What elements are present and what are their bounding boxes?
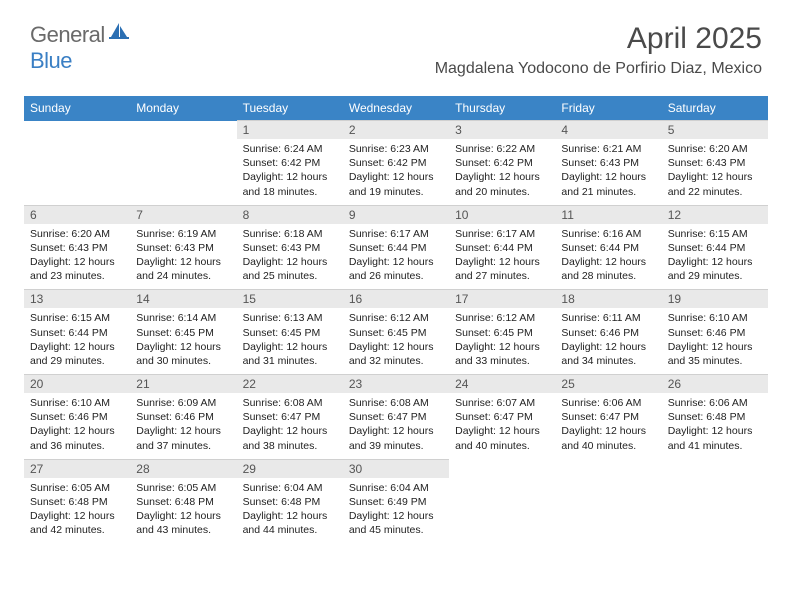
day-content-cell: Sunrise: 6:08 AMSunset: 6:47 PMDaylight:…	[343, 393, 449, 459]
day-content-cell: Sunrise: 6:22 AMSunset: 6:42 PMDaylight:…	[449, 139, 555, 205]
day-number-row: 6789101112	[24, 205, 768, 224]
day-content-cell: Sunrise: 6:06 AMSunset: 6:47 PMDaylight:…	[555, 393, 661, 459]
day-number-cell: 28	[130, 459, 236, 478]
day-number-cell: 2	[343, 121, 449, 140]
day-number-cell: 10	[449, 205, 555, 224]
day-number-row: 27282930	[24, 459, 768, 478]
day-content-cell	[662, 478, 768, 544]
weekday-header: Wednesday	[343, 96, 449, 121]
day-content-cell: Sunrise: 6:19 AMSunset: 6:43 PMDaylight:…	[130, 224, 236, 290]
day-number-cell: 18	[555, 290, 661, 309]
day-number-cell: 19	[662, 290, 768, 309]
day-content-cell: Sunrise: 6:04 AMSunset: 6:49 PMDaylight:…	[343, 478, 449, 544]
day-number-cell: 15	[237, 290, 343, 309]
day-number-cell: 7	[130, 205, 236, 224]
day-number-cell: 24	[449, 375, 555, 394]
day-content-cell: Sunrise: 6:14 AMSunset: 6:45 PMDaylight:…	[130, 308, 236, 374]
day-number-row: 20212223242526	[24, 375, 768, 394]
day-number-cell: 25	[555, 375, 661, 394]
day-number-cell: 23	[343, 375, 449, 394]
day-content-row: Sunrise: 6:20 AMSunset: 6:43 PMDaylight:…	[24, 224, 768, 290]
title-block: April 2025 Magdalena Yodocono de Porfiri…	[435, 22, 762, 78]
location-subtitle: Magdalena Yodocono de Porfirio Diaz, Mex…	[435, 60, 762, 78]
weekday-header: Monday	[130, 96, 236, 121]
day-number-cell: 22	[237, 375, 343, 394]
day-content-cell: Sunrise: 6:08 AMSunset: 6:47 PMDaylight:…	[237, 393, 343, 459]
day-content-cell: Sunrise: 6:11 AMSunset: 6:46 PMDaylight:…	[555, 308, 661, 374]
day-number-cell: 27	[24, 459, 130, 478]
day-content-cell: Sunrise: 6:24 AMSunset: 6:42 PMDaylight:…	[237, 139, 343, 205]
weekday-header-row: SundayMondayTuesdayWednesdayThursdayFrid…	[24, 96, 768, 121]
day-content-cell: Sunrise: 6:20 AMSunset: 6:43 PMDaylight:…	[662, 139, 768, 205]
weekday-header: Sunday	[24, 96, 130, 121]
day-content-cell: Sunrise: 6:18 AMSunset: 6:43 PMDaylight:…	[237, 224, 343, 290]
page-title: April 2025	[435, 22, 762, 56]
day-content-cell: Sunrise: 6:13 AMSunset: 6:45 PMDaylight:…	[237, 308, 343, 374]
day-number-cell: 17	[449, 290, 555, 309]
day-number-cell: 6	[24, 205, 130, 224]
day-number-cell	[130, 121, 236, 140]
day-number-cell	[449, 459, 555, 478]
day-content-cell: Sunrise: 6:07 AMSunset: 6:47 PMDaylight:…	[449, 393, 555, 459]
day-content-cell: Sunrise: 6:09 AMSunset: 6:46 PMDaylight:…	[130, 393, 236, 459]
day-number-cell: 13	[24, 290, 130, 309]
day-content-cell	[130, 139, 236, 205]
day-number-cell: 3	[449, 121, 555, 140]
day-content-cell: Sunrise: 6:16 AMSunset: 6:44 PMDaylight:…	[555, 224, 661, 290]
day-number-cell: 12	[662, 205, 768, 224]
day-number-cell: 16	[343, 290, 449, 309]
day-content-cell: Sunrise: 6:17 AMSunset: 6:44 PMDaylight:…	[343, 224, 449, 290]
header: General April 2025 Magdalena Yodocono de…	[0, 0, 792, 86]
day-number-cell: 5	[662, 121, 768, 140]
day-content-row: Sunrise: 6:05 AMSunset: 6:48 PMDaylight:…	[24, 478, 768, 544]
day-number-cell: 26	[662, 375, 768, 394]
logo: General	[30, 22, 131, 48]
day-number-row: 13141516171819	[24, 290, 768, 309]
day-number-cell: 9	[343, 205, 449, 224]
day-content-cell	[449, 478, 555, 544]
day-number-cell: 29	[237, 459, 343, 478]
logo-line2: Blue	[30, 48, 72, 74]
day-number-row: 12345	[24, 121, 768, 140]
day-content-cell: Sunrise: 6:15 AMSunset: 6:44 PMDaylight:…	[662, 224, 768, 290]
day-content-cell: Sunrise: 6:12 AMSunset: 6:45 PMDaylight:…	[343, 308, 449, 374]
day-number-cell: 30	[343, 459, 449, 478]
day-content-row: Sunrise: 6:10 AMSunset: 6:46 PMDaylight:…	[24, 393, 768, 459]
day-content-cell: Sunrise: 6:23 AMSunset: 6:42 PMDaylight:…	[343, 139, 449, 205]
day-number-cell: 8	[237, 205, 343, 224]
weekday-header: Saturday	[662, 96, 768, 121]
day-number-cell	[24, 121, 130, 140]
day-content-cell	[24, 139, 130, 205]
day-content-cell: Sunrise: 6:05 AMSunset: 6:48 PMDaylight:…	[24, 478, 130, 544]
day-content-cell: Sunrise: 6:05 AMSunset: 6:48 PMDaylight:…	[130, 478, 236, 544]
logo-text-general: General	[30, 22, 105, 48]
day-content-row: Sunrise: 6:15 AMSunset: 6:44 PMDaylight:…	[24, 308, 768, 374]
day-content-cell: Sunrise: 6:21 AMSunset: 6:43 PMDaylight:…	[555, 139, 661, 205]
day-content-cell: Sunrise: 6:10 AMSunset: 6:46 PMDaylight:…	[24, 393, 130, 459]
weekday-header: Thursday	[449, 96, 555, 121]
logo-text-blue: Blue	[30, 48, 72, 73]
day-number-cell: 1	[237, 121, 343, 140]
day-number-cell: 11	[555, 205, 661, 224]
weekday-header: Friday	[555, 96, 661, 121]
day-content-cell: Sunrise: 6:04 AMSunset: 6:48 PMDaylight:…	[237, 478, 343, 544]
day-number-cell: 20	[24, 375, 130, 394]
day-content-cell: Sunrise: 6:06 AMSunset: 6:48 PMDaylight:…	[662, 393, 768, 459]
weekday-header: Tuesday	[237, 96, 343, 121]
day-number-cell: 14	[130, 290, 236, 309]
day-content-cell: Sunrise: 6:17 AMSunset: 6:44 PMDaylight:…	[449, 224, 555, 290]
day-content-cell	[555, 478, 661, 544]
day-content-cell: Sunrise: 6:15 AMSunset: 6:44 PMDaylight:…	[24, 308, 130, 374]
calendar-body: 12345Sunrise: 6:24 AMSunset: 6:42 PMDayl…	[24, 121, 768, 544]
day-number-cell	[662, 459, 768, 478]
day-content-cell: Sunrise: 6:20 AMSunset: 6:43 PMDaylight:…	[24, 224, 130, 290]
day-content-row: Sunrise: 6:24 AMSunset: 6:42 PMDaylight:…	[24, 139, 768, 205]
day-number-cell: 21	[130, 375, 236, 394]
sail-icon	[109, 22, 129, 45]
day-number-cell: 4	[555, 121, 661, 140]
day-content-cell: Sunrise: 6:12 AMSunset: 6:45 PMDaylight:…	[449, 308, 555, 374]
day-number-cell	[555, 459, 661, 478]
day-content-cell: Sunrise: 6:10 AMSunset: 6:46 PMDaylight:…	[662, 308, 768, 374]
calendar-table: SundayMondayTuesdayWednesdayThursdayFrid…	[24, 96, 768, 543]
